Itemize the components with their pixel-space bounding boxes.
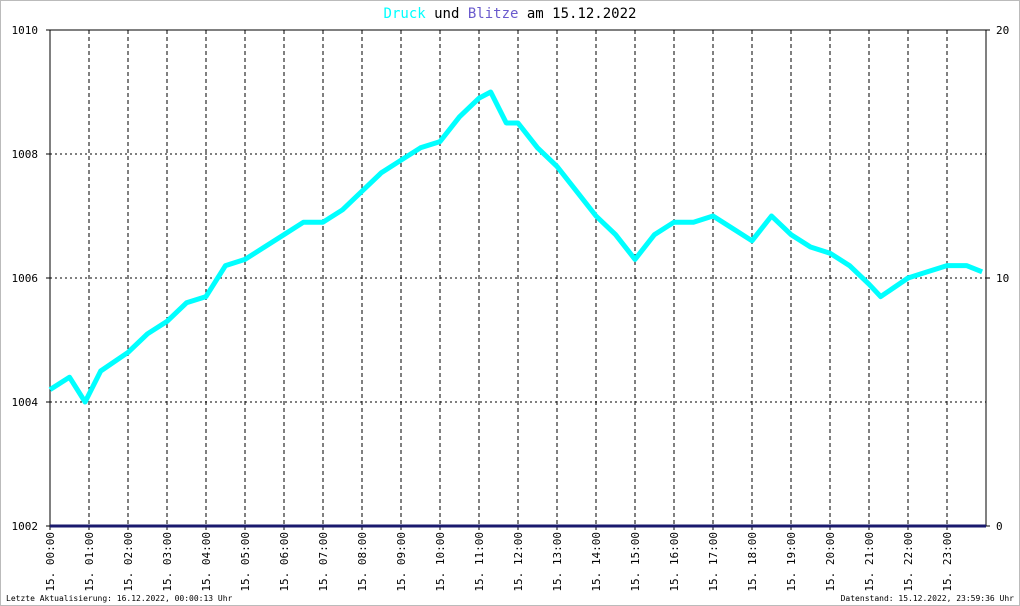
- x-tick-label: 15. 17:00: [707, 532, 720, 592]
- x-tick-label: 15. 13:00: [551, 532, 564, 592]
- x-tick-label: 15. 04:00: [200, 532, 213, 592]
- title-series-2: Blitze: [468, 6, 519, 22]
- x-tick-label: 15. 08:00: [356, 532, 369, 592]
- x-tick-label: 15. 15:00: [629, 532, 642, 592]
- title-series-1: Druck: [384, 6, 427, 22]
- x-tick-label: 15. 06:00: [278, 532, 291, 592]
- y2-tick-label: 20: [996, 24, 1009, 37]
- x-tick-label: 15. 02:00: [122, 532, 135, 592]
- footer-right: Datenstand: 15.12.2022, 23:59:36 Uhr: [841, 594, 1015, 603]
- series-line: [48, 89, 984, 405]
- x-tick-label: 15. 18:00: [746, 532, 759, 592]
- x-tick-label: 15. 22:00: [902, 532, 915, 592]
- y-tick-label: 1002: [12, 520, 39, 533]
- y2-tick-label: 0: [996, 520, 1003, 533]
- chart-title: Druck und Blitze am 15.12.2022: [384, 6, 637, 22]
- x-tick-label: 15. 19:00: [785, 532, 798, 592]
- x-tick-label: 15. 01:00: [83, 532, 96, 592]
- y-tick-label: 1006: [12, 272, 39, 285]
- x-tick-label: 15. 07:00: [317, 532, 330, 592]
- x-tick-label: 15. 21:00: [863, 532, 876, 592]
- y2-tick-label: 10: [996, 272, 1009, 285]
- x-tick-label: 15. 09:00: [395, 532, 408, 592]
- x-tick-label: 15. 14:00: [590, 532, 603, 592]
- x-tick-label: 15. 05:00: [239, 532, 252, 592]
- x-tick-label: 15. 10:00: [434, 532, 447, 592]
- x-tick-label: 15. 16:00: [668, 532, 681, 592]
- y-tick-label: 1010: [12, 24, 39, 37]
- footer-left: Letzte Aktualisierung: 16.12.2022, 00:00…: [6, 594, 233, 603]
- x-tick-label: 15. 11:00: [473, 532, 486, 592]
- title-connector: und: [434, 6, 459, 22]
- x-tick-label: 15. 20:00: [824, 532, 837, 592]
- y-tick-label: 1004: [12, 396, 39, 409]
- x-tick-label: 15. 03:00: [161, 532, 174, 592]
- y-tick-label: 1008: [12, 148, 39, 161]
- x-tick-label: 15. 00:00: [44, 532, 57, 592]
- title-date: am 15.12.2022: [527, 6, 637, 22]
- x-tick-label: 15. 23:00: [941, 532, 954, 592]
- x-tick-label: 15. 12:00: [512, 532, 525, 592]
